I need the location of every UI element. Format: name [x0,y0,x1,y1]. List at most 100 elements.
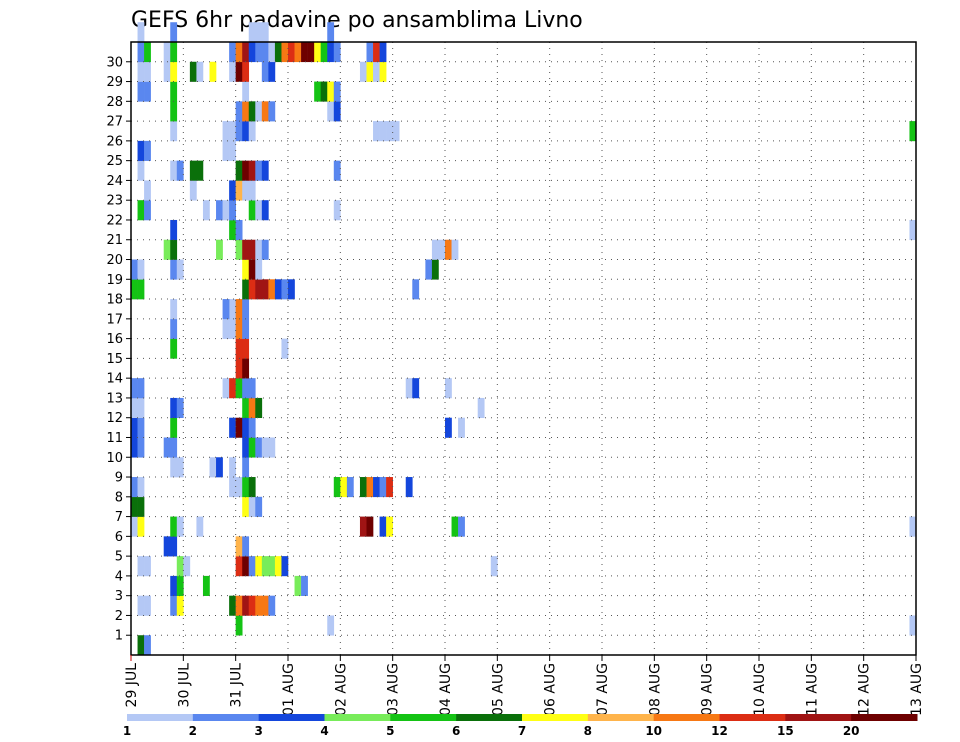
heatmap-cell [176,575,184,596]
heatmap-cell [327,101,335,122]
heatmap-cell [333,81,341,102]
heatmap-cell [229,477,236,498]
y-tick-label: 19 [106,273,123,288]
heatmap-cell [137,635,145,656]
heatmap-cell [131,477,138,498]
heatmap-cell [248,496,256,517]
heatmap-cell [327,81,335,102]
colorbar-label: 3 [254,724,262,738]
y-tick-label: 5 [115,550,123,565]
heatmap-cell [137,61,145,82]
heatmap-cell [386,477,393,498]
heatmap-cell [229,61,236,82]
heatmap-cell [144,140,151,161]
y-axis-ticks: 1234567891011121314151617181920212223242… [106,55,131,644]
colorbar-swatch [192,714,260,721]
heatmap-cell [176,259,184,280]
heatmap-cell [170,160,178,181]
heatmap-cell [242,279,250,300]
heatmap-cell [137,437,145,458]
heatmap-cell [909,516,917,537]
heatmap-cell [268,595,276,616]
heatmap-cell [261,42,269,63]
heatmap-cell [202,575,210,596]
heatmap-cell [248,595,256,616]
heatmap-cell [412,378,420,399]
heatmap-cell [137,22,145,43]
heatmap-cell [144,180,151,201]
heatmap-cell [137,81,145,102]
heatmap-cell [373,42,380,63]
heatmap-cell [379,121,387,142]
heatmap-cell [235,239,243,260]
heatmap-cell [248,437,256,458]
x-tick-label: 13 AUG [909,663,925,716]
y-tick-label: 8 [115,490,123,505]
heatmap-cell [255,397,263,419]
heatmap-cell [137,279,145,300]
heatmap-cell [144,81,151,102]
heatmap-cell [242,437,250,458]
heatmap-cell [301,42,308,63]
heatmap-cell [261,239,269,260]
y-tick-label: 12 [106,411,123,426]
heatmap-cell [235,417,243,438]
x-tick-label: 04 AUG [438,663,454,716]
heatmap-cell [242,42,250,63]
heatmap-cell [248,101,256,122]
heatmap-cell [261,101,269,122]
heatmap-cell [163,61,171,82]
heatmap-cell [202,200,210,221]
heatmap-cell [366,516,374,537]
heatmap-cell [373,477,380,498]
heatmap-cell [412,279,420,300]
heatmap-cell [261,279,269,300]
heatmap-cell [163,239,171,260]
heatmap-cell [288,42,295,63]
heatmap-cell [373,61,380,82]
y-tick-label: 18 [106,293,123,308]
heatmap-cell [235,160,243,181]
heatmap-cell [261,595,269,616]
heatmap-cell [445,239,452,260]
colorbar-label: 20 [843,724,860,738]
x-tick-label: 06 AUG [543,663,559,716]
colorbar-label: 10 [645,724,662,738]
heatmap-cell [235,556,243,577]
heatmap-cell [235,42,243,63]
y-tick-label: 25 [106,154,123,169]
y-tick-label: 1 [115,629,123,644]
heatmap-cell [261,437,269,458]
heatmap-cell [176,397,184,419]
heatmap-cell [229,595,236,616]
colorbar-swatch [719,714,786,721]
heatmap-cell [314,81,322,102]
heatmap-cell [189,160,197,181]
heatmap-cell [222,121,230,142]
heatmap-cell [170,101,178,122]
heatmap-cell [445,378,452,399]
colorbar-swatch [127,714,194,721]
x-tick-label: 02 AUG [333,663,349,716]
colorbar-swatch [653,714,720,721]
x-tick-label: 10 AUG [752,663,768,716]
colorbar-label: 4 [320,724,328,738]
heatmap-cell [170,397,178,419]
x-tick-label: 03 AUG [386,663,402,716]
heatmap-cell [209,457,217,478]
heatmap-cell [320,42,328,63]
heatmap-cell [255,556,263,577]
heatmap-cell [131,516,138,537]
heatmap-cell [235,61,243,82]
heatmap-cell [222,378,230,399]
heatmap-cell [131,279,138,300]
heatmap-cell [248,22,256,43]
heatmap-cell [281,556,289,577]
colorbar-label: 6 [452,724,460,738]
y-tick-label: 24 [106,174,123,189]
colorbar-label: 15 [777,724,794,738]
y-tick-label: 10 [106,451,123,466]
heatmap-cell [268,556,276,577]
heatmap-cell [176,516,184,537]
heatmap-cell [189,61,197,82]
